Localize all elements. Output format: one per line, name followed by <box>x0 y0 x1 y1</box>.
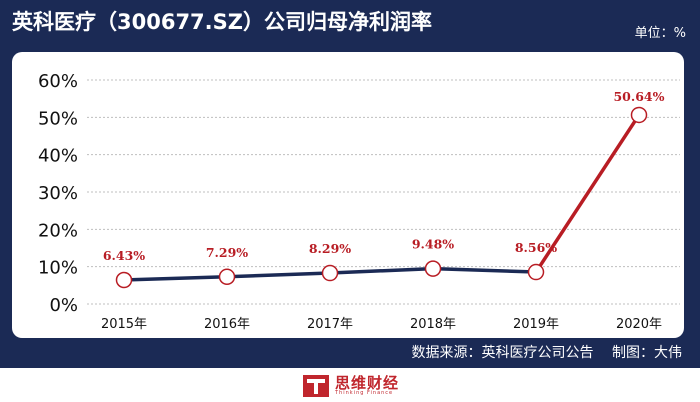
data-point <box>321 264 339 282</box>
series-line-highlight <box>534 113 641 274</box>
y-tick-label: 10% <box>38 258 78 279</box>
source-text: 数据来源：英科医疗公司公告 <box>411 345 594 361</box>
brand-name: 思维财经 <box>335 374 400 392</box>
data-label: 9.48% <box>412 237 454 252</box>
data-point <box>527 263 545 281</box>
x-tick-label: 2017年 <box>307 317 353 332</box>
source-note: 数据来源：英科医疗公司公告 制图：大伟 <box>398 342 682 362</box>
data-point <box>630 106 648 124</box>
data-point <box>218 268 236 286</box>
y-tick-label: 40% <box>38 146 78 167</box>
line-chart: 0% 10% 20% 30% 40% 50% 60% 2015年 2016年 2017年 2018年… <box>38 71 680 332</box>
y-tick-label: 50% <box>38 108 78 129</box>
data-label: 8.56% <box>515 240 557 255</box>
plot-card: 0% 10% 20% 30% 40% 50% 60% 2015年 2016年 2017年 2018年… <box>12 52 684 338</box>
y-tick-label: 60% <box>38 71 78 92</box>
x-tick-label: 2018年 <box>410 317 456 332</box>
author-text: 制图：大伟 <box>612 345 682 361</box>
chart-title: 英科医疗（300677.SZ）公司归母净利润率 <box>12 10 432 34</box>
unit-label: 单位：% <box>634 26 686 41</box>
y-tick-label: 20% <box>38 220 78 241</box>
data-point <box>115 271 133 289</box>
footer-bar <box>0 368 700 402</box>
brand-subtitle: Thinking Finance <box>335 390 394 396</box>
y-tick-label: 0% <box>49 295 78 316</box>
data-point <box>424 260 442 277</box>
data-label: 7.29% <box>206 245 248 260</box>
x-tick-label: 2019年 <box>513 317 559 332</box>
brand-logo-icon <box>303 375 329 397</box>
x-tick-label: 2020年 <box>616 317 662 332</box>
x-tick-label: 2016年 <box>204 317 250 332</box>
data-label: 8.29% <box>309 241 351 256</box>
data-label: 50.64% <box>613 89 664 104</box>
data-label: 6.43% <box>103 248 145 263</box>
x-tick-label: 2015年 <box>101 317 147 332</box>
y-tick-label: 30% <box>38 183 78 204</box>
